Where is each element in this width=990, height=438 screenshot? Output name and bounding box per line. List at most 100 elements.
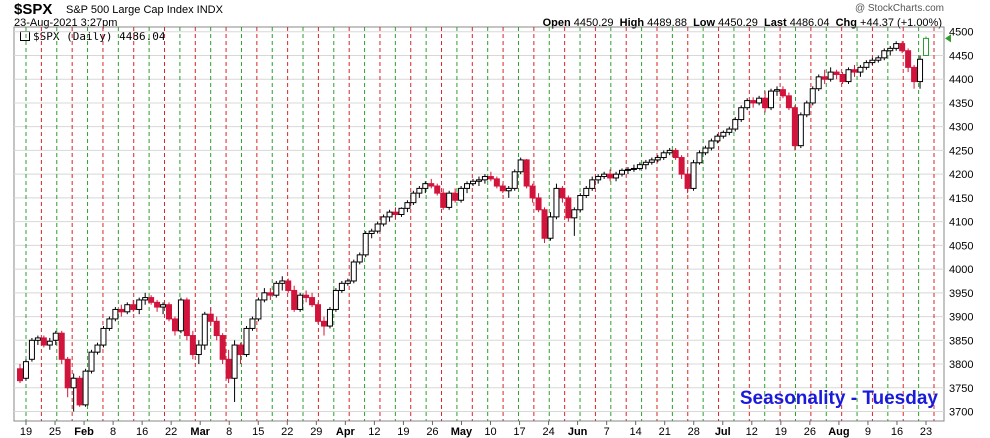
x-tick-label: 19 — [20, 426, 32, 438]
candle-body — [917, 58, 924, 83]
candle-body — [911, 66, 918, 83]
y-tick-label: 4350 — [949, 98, 973, 110]
candle-body — [487, 176, 494, 180]
candle-body — [267, 292, 274, 296]
candle-body — [315, 304, 322, 322]
open-label: Open — [542, 17, 571, 29]
y-tick-label: 3750 — [949, 383, 973, 395]
candle-body — [112, 308, 119, 320]
y-tick-label: 4000 — [949, 264, 973, 276]
candle-body — [326, 308, 333, 327]
candle-body — [28, 339, 35, 360]
x-tick-label: Mar — [190, 426, 210, 438]
candle-body — [177, 299, 184, 332]
candle-body — [607, 173, 614, 179]
candle-body — [374, 223, 381, 232]
x-tick-label: 19 — [775, 426, 787, 438]
candle-body — [547, 216, 554, 239]
candle-body — [773, 89, 780, 92]
candle-body — [320, 320, 327, 327]
candle-body — [833, 71, 840, 75]
candle-body — [237, 344, 244, 356]
candle-body — [553, 187, 560, 218]
candle-body — [529, 185, 536, 199]
x-tick-label: May — [451, 426, 473, 438]
candle-body — [493, 178, 500, 187]
candle-body — [762, 97, 769, 109]
candle-body — [422, 183, 429, 189]
x-tick-label: Apr — [336, 426, 356, 438]
candle-body — [446, 192, 453, 208]
candle-body — [672, 149, 679, 159]
candle-body — [905, 50, 912, 68]
candle-body — [541, 209, 548, 239]
candle-body — [368, 230, 375, 234]
high-label: High — [619, 17, 645, 29]
candle-body — [887, 47, 894, 52]
candle-body — [291, 289, 298, 310]
candle-body — [577, 195, 584, 211]
candle-body — [189, 335, 196, 356]
x-tick-label: 16 — [891, 426, 903, 438]
candle-body — [273, 282, 280, 296]
candle-body — [624, 168, 631, 171]
candle-body — [40, 337, 47, 346]
candle-body — [785, 95, 792, 109]
candle-body — [124, 304, 131, 313]
candle-body — [118, 308, 125, 313]
ohlc-readout: Open 4450.29 High 4489.88 Low 4450.29 La… — [543, 17, 942, 29]
candle-body — [481, 176, 488, 181]
candle-body — [791, 107, 798, 147]
candle-body — [845, 69, 852, 83]
x-tick-label: 26 — [804, 426, 816, 438]
legend-text: $SPX (Daily) 4486.04 — [33, 30, 166, 43]
x-tick-label: 19 — [397, 426, 409, 438]
x-tick-label: Feb — [74, 426, 94, 438]
x-tick-label: 22 — [165, 426, 177, 438]
candle-body — [297, 294, 304, 310]
candle-body — [344, 280, 351, 284]
candle-body — [768, 90, 775, 109]
candle-body — [654, 157, 661, 161]
candle-body — [261, 292, 268, 301]
candle-body — [857, 66, 864, 73]
candle-body — [714, 135, 721, 142]
x-tick-label: 16 — [136, 426, 148, 438]
x-tick-label: 21 — [659, 426, 671, 438]
candle-body — [863, 62, 870, 68]
candle-body — [535, 197, 542, 211]
candle-body — [100, 327, 107, 346]
candle-body — [171, 318, 178, 332]
y-tick-label: 4150 — [949, 193, 973, 205]
candle-body — [893, 43, 900, 49]
open-value: 4450.29 — [573, 17, 614, 29]
candle-body — [732, 119, 739, 130]
y-tick-label: 3800 — [949, 359, 973, 371]
candle-body — [195, 344, 202, 356]
candle-body — [923, 37, 929, 56]
candle-body — [636, 164, 643, 169]
candle-body — [696, 152, 703, 164]
candle-body — [136, 299, 143, 310]
candle-body — [726, 128, 733, 133]
candle-body — [183, 299, 190, 337]
candle-body — [797, 114, 804, 147]
candle-body — [82, 370, 89, 406]
candle-body — [166, 304, 173, 320]
candle-body — [350, 261, 357, 282]
candle-body — [690, 162, 697, 189]
candle-body — [458, 187, 465, 201]
chg-value: +44.37 (+1.00%) — [860, 17, 942, 29]
x-tick-label: 12 — [746, 426, 758, 438]
candle-body — [88, 351, 95, 372]
candle-body — [249, 318, 256, 329]
y-tick-label: 4100 — [949, 217, 973, 229]
y-tick-label: 3700 — [949, 407, 973, 419]
x-tick-label: 22 — [281, 426, 293, 438]
y-tick-label: 3850 — [949, 335, 973, 347]
candle-body — [702, 147, 709, 154]
candle-body — [452, 192, 459, 201]
candle-body — [720, 131, 727, 137]
candle-body — [475, 179, 482, 182]
